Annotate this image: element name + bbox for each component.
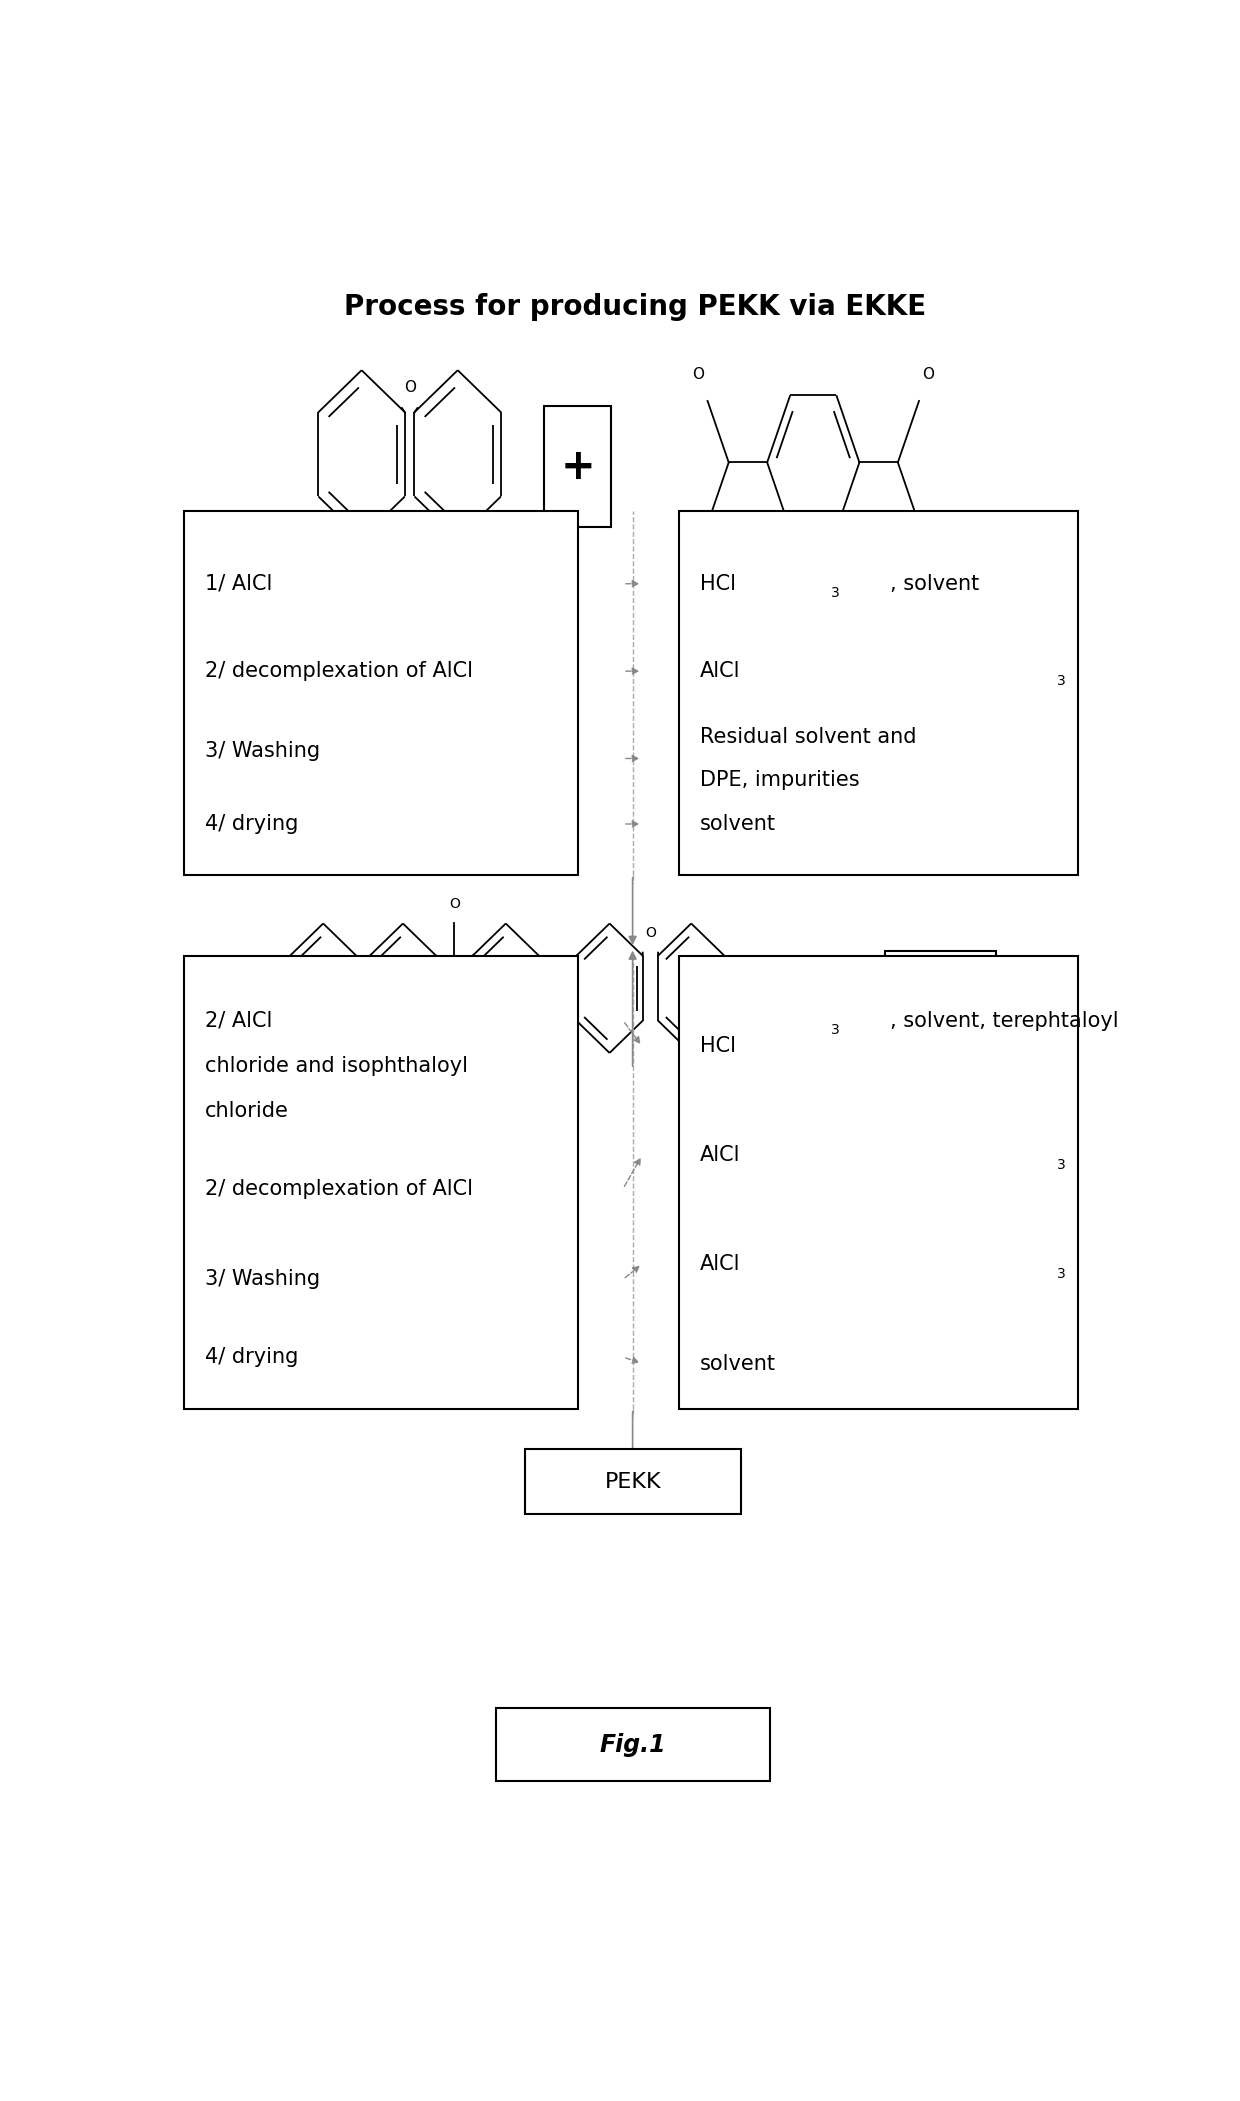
Bar: [678, 511, 1078, 874]
Text: Fig.1: Fig.1: [600, 1733, 666, 1756]
Text: HCl: HCl: [699, 574, 735, 595]
Text: 3: 3: [831, 1023, 839, 1038]
Text: AlCl: AlCl: [699, 1254, 740, 1273]
Bar: [525, 1450, 742, 1515]
Text: 4/ drying: 4/ drying: [205, 813, 299, 834]
Bar: [544, 405, 611, 527]
Text: O: O: [357, 1040, 368, 1055]
Text: chloride and isophthaloyl: chloride and isophthaloyl: [205, 1057, 467, 1076]
Bar: [184, 511, 578, 874]
Text: 3: 3: [831, 586, 839, 601]
Text: chloride: chloride: [205, 1101, 289, 1122]
Text: EKKE: EKKE: [914, 979, 967, 998]
Text: HCl: HCl: [699, 1036, 735, 1057]
Text: solvent: solvent: [699, 1353, 776, 1374]
Text: O: O: [404, 380, 415, 395]
Text: 3: 3: [1058, 1158, 1066, 1172]
Text: 2/ decomplexation of AlCl: 2/ decomplexation of AlCl: [205, 662, 472, 681]
Text: AlCl: AlCl: [699, 1145, 740, 1166]
Text: solvent: solvent: [699, 813, 776, 834]
Text: O: O: [645, 927, 656, 939]
Text: DPE, impurities: DPE, impurities: [699, 771, 859, 790]
Bar: [496, 1708, 770, 1782]
Text: 4/ drying: 4/ drying: [205, 1347, 299, 1368]
Text: 3/ Washing: 3/ Washing: [205, 742, 320, 761]
Text: 3: 3: [1058, 1267, 1066, 1282]
Text: Process for producing PEKK via EKKE: Process for producing PEKK via EKKE: [345, 292, 926, 321]
Text: AlCl: AlCl: [699, 662, 740, 681]
Text: Cl: Cl: [921, 548, 936, 563]
Text: +: +: [560, 445, 595, 487]
Text: 2/ decomplexation of AlCl: 2/ decomplexation of AlCl: [205, 1179, 472, 1200]
Text: O: O: [552, 1065, 563, 1080]
Bar: [184, 956, 578, 1410]
Text: Cl: Cl: [692, 548, 707, 563]
Text: Residual solvent and: Residual solvent and: [699, 727, 916, 746]
Text: O: O: [449, 897, 460, 910]
Text: 2/ AlCl: 2/ AlCl: [205, 1011, 273, 1032]
Text: 3: 3: [1058, 674, 1066, 687]
Bar: [885, 952, 996, 1015]
Text: , solvent, terephtaloyl: , solvent, terephtaloyl: [890, 1011, 1118, 1032]
Bar: [678, 956, 1078, 1410]
Text: 3/ Washing: 3/ Washing: [205, 1269, 320, 1290]
Text: 1/ AlCl: 1/ AlCl: [205, 574, 273, 595]
Text: O: O: [923, 366, 935, 382]
Text: PEKK: PEKK: [605, 1471, 661, 1492]
Text: , solvent: , solvent: [890, 574, 980, 595]
Text: O: O: [692, 366, 704, 382]
